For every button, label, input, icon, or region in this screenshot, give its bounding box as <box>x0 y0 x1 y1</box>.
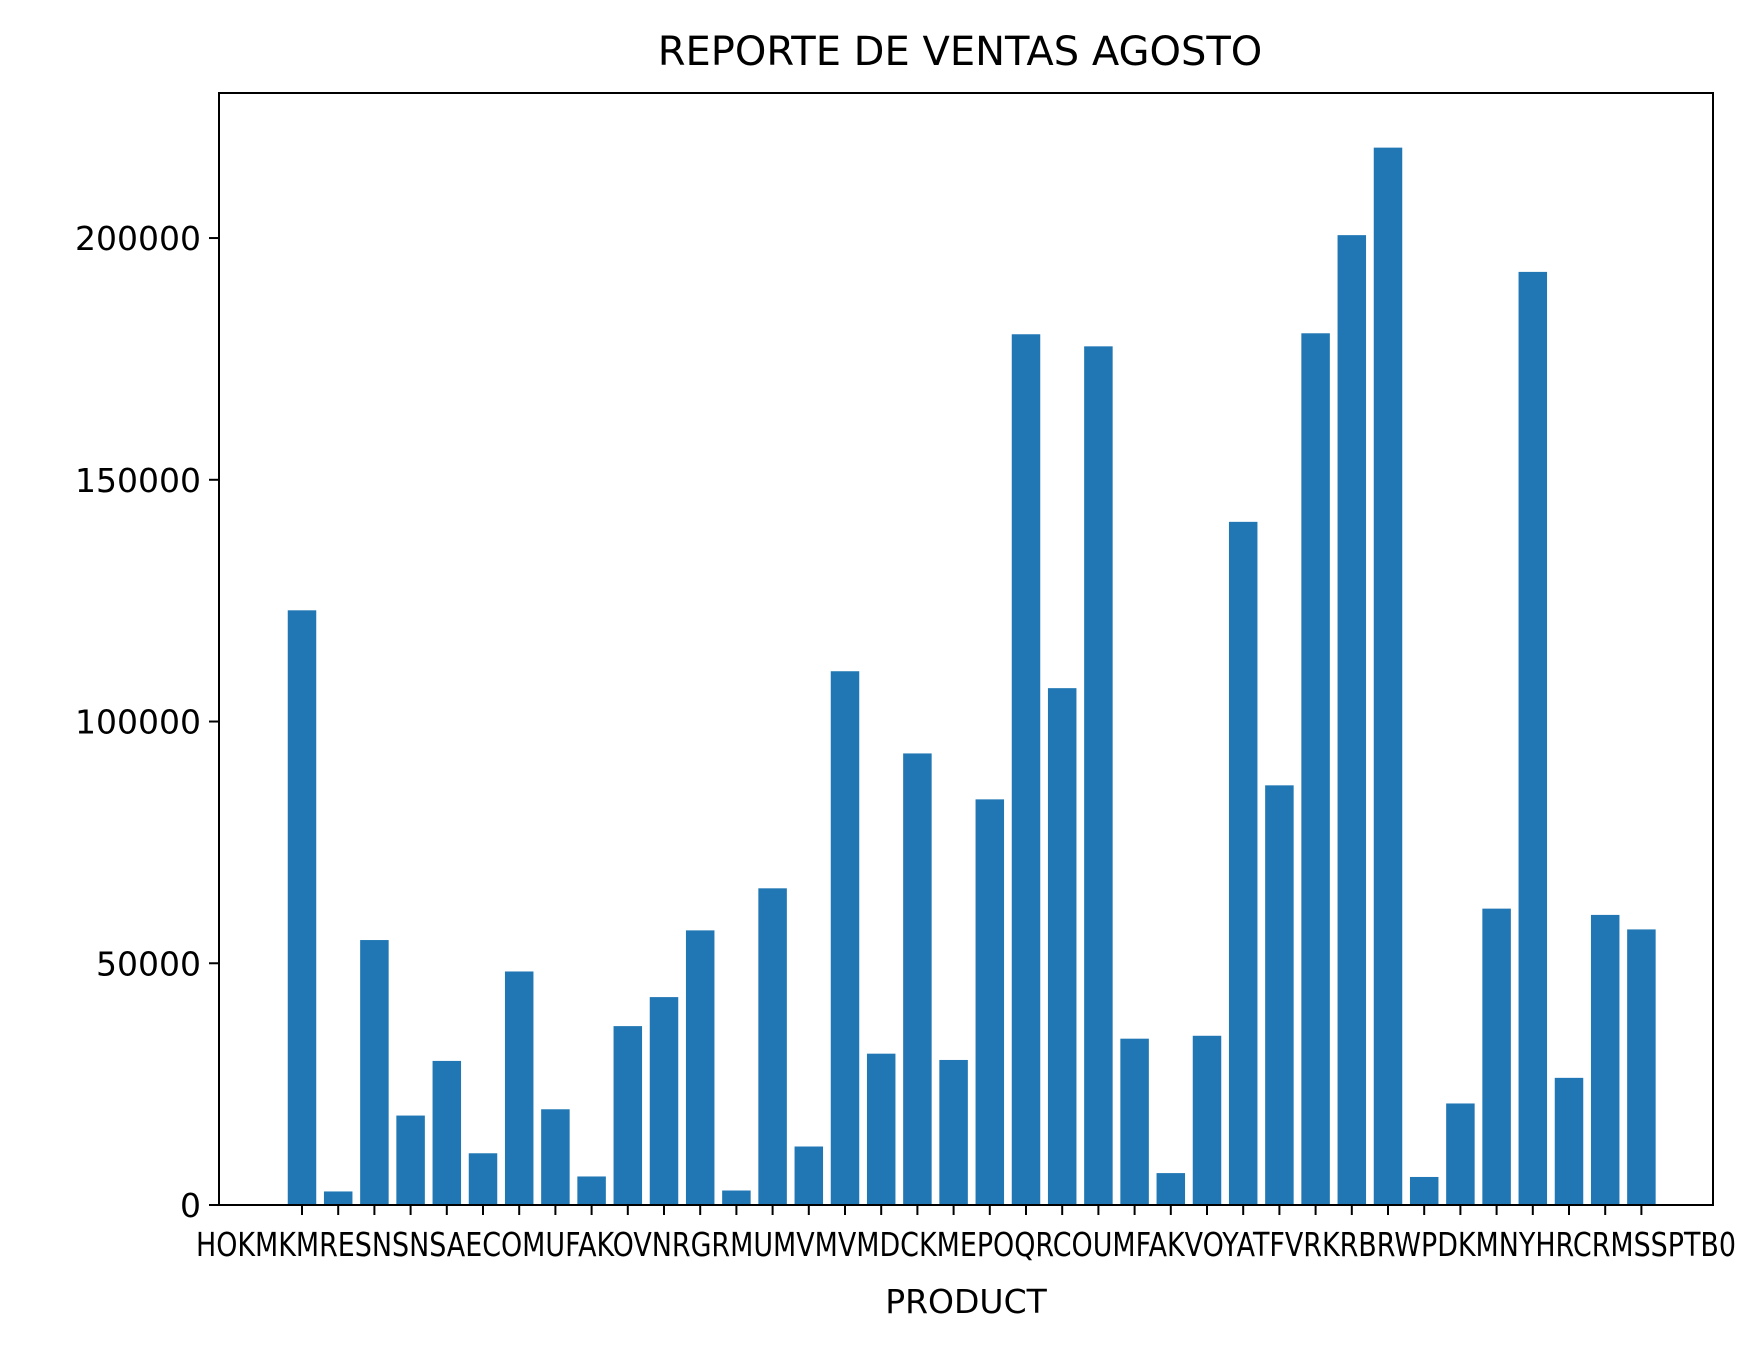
bar-24 <box>1156 1173 1186 1205</box>
plot-frame <box>218 92 1714 1206</box>
bar-1 <box>323 1191 353 1205</box>
bar-18 <box>939 1059 968 1205</box>
y-tick-label-3: 150000 <box>75 461 201 500</box>
bar-36 <box>1590 914 1620 1205</box>
bar-19 <box>975 799 1005 1205</box>
bar-28 <box>1301 333 1330 1205</box>
bar-23 <box>1120 1038 1149 1205</box>
bar-37 <box>1627 929 1656 1205</box>
bar-7 <box>541 1109 570 1205</box>
bar-31 <box>1409 1176 1439 1205</box>
bar-6 <box>504 971 534 1205</box>
bar-9 <box>613 1026 643 1205</box>
bar-27 <box>1265 785 1294 1205</box>
bar-16 <box>866 1053 896 1205</box>
bar-30 <box>1373 147 1403 1205</box>
bar-15 <box>830 671 860 1205</box>
bar-33 <box>1482 908 1511 1205</box>
bar-25 <box>1192 1035 1222 1205</box>
bar-26 <box>1228 521 1258 1205</box>
bar-21 <box>1047 688 1077 1205</box>
bar-35 <box>1554 1077 1584 1205</box>
bar-0 <box>287 610 317 1205</box>
y-tick-label-2: 100000 <box>75 703 201 742</box>
bar-3 <box>396 1115 425 1205</box>
y-tick-label-1: 50000 <box>96 944 201 983</box>
bar-17 <box>903 753 932 1205</box>
x-tick-labels: HOKMKMRESNSNSAECOMUFAKOVNRGRMUMVMVMDCKME… <box>196 1225 1736 1264</box>
bar-20 <box>1011 334 1041 1205</box>
bar-29 <box>1337 235 1367 1205</box>
x-axis-label: PRODUCT <box>885 1282 1047 1321</box>
x-ticks-group <box>301 1205 1643 1215</box>
bar-14 <box>794 1146 824 1205</box>
bar-12 <box>722 1190 751 1205</box>
bar-2 <box>360 940 389 1205</box>
bar-32 <box>1446 1103 1475 1205</box>
chart-title: REPORTE DE VENTAS AGOSTO <box>658 29 1263 75</box>
bar-8 <box>577 1176 606 1205</box>
bar-22 <box>1084 346 1113 1206</box>
bar-34 <box>1518 271 1548 1205</box>
bar-10 <box>649 997 679 1205</box>
bar-5 <box>468 1153 498 1205</box>
y-ticks-group: 0 50000 100000 150000 200000 <box>75 219 219 1225</box>
y-tick-label-4: 200000 <box>75 219 201 258</box>
bars-group <box>287 147 1656 1206</box>
y-tick-label-0: 0 <box>180 1186 201 1225</box>
bar-13 <box>758 888 787 1205</box>
bar-4 <box>432 1060 462 1205</box>
bar-11 <box>685 930 715 1205</box>
